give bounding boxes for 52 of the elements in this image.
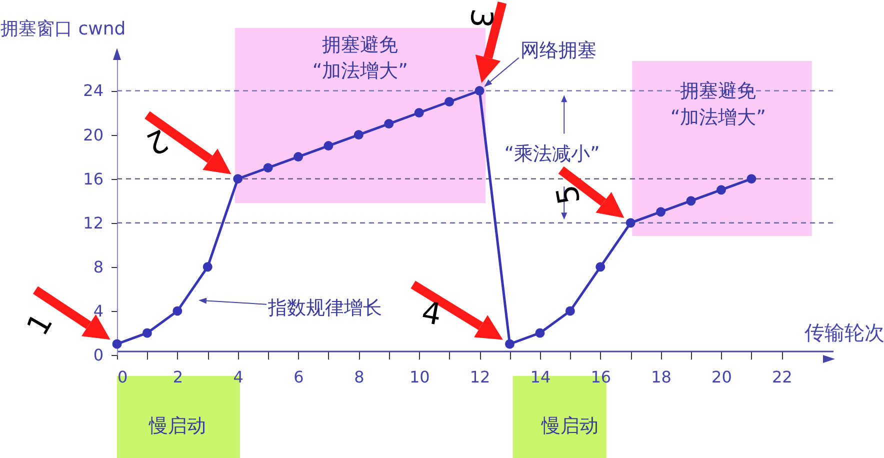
point [354, 130, 364, 140]
annotation: 2 [140, 122, 173, 162]
annotation: 指数规律增长 [267, 296, 382, 319]
annotation: 网络拥塞 [520, 39, 596, 62]
y-tick-label: 8 [93, 257, 104, 276]
annotation: “乘法减小” [504, 142, 600, 165]
annotation: 4 [418, 295, 444, 333]
y-tick-label: 16 [83, 169, 104, 188]
point [686, 196, 696, 206]
point [535, 328, 545, 338]
text: 慢启动 [540, 414, 599, 437]
point [384, 119, 394, 129]
point [716, 185, 726, 195]
x-tick-label: 8 [354, 368, 364, 386]
point [444, 97, 454, 106]
annotation: 5 [550, 182, 588, 207]
point [324, 141, 334, 151]
point [626, 218, 636, 228]
annotation: 拥塞避免 [322, 34, 398, 56]
point [263, 163, 273, 173]
x-tick-label: 22 [772, 368, 792, 386]
y-tick-label: 12 [83, 213, 104, 232]
point [565, 306, 575, 316]
annotation: “加法增大” [670, 106, 766, 128]
point [202, 262, 212, 272]
text: 慢启动 [148, 414, 206, 437]
y-tick-label: 20 [83, 125, 104, 144]
x-tick-label: 18 [651, 368, 672, 386]
point [172, 306, 182, 316]
x-tick-label: 10 [409, 368, 430, 386]
point [112, 339, 122, 349]
y-axis-title: 拥塞窗口 cwnd [0, 18, 126, 40]
point [505, 339, 514, 349]
annotation: 1 [20, 308, 60, 342]
y-tick-label: 24 [83, 81, 104, 100]
point [142, 328, 152, 338]
annotation: 3 [462, 7, 500, 30]
point [656, 207, 666, 217]
point [233, 174, 243, 184]
y-tick-label: 4 [93, 301, 104, 320]
y-tick-label: 0 [93, 346, 104, 364]
x-tick-label: 12 [470, 368, 490, 386]
annotation: 拥塞避免 [680, 80, 756, 102]
point [474, 86, 484, 96]
point [414, 108, 424, 118]
x-tick-label: 20 [712, 368, 732, 386]
x-tick-label: 6 [294, 368, 304, 386]
x-axis-title: 传输轮次 [804, 320, 884, 344]
point [294, 152, 304, 162]
point [596, 262, 606, 272]
annotation: “加法增大” [312, 60, 408, 82]
point [746, 174, 756, 184]
